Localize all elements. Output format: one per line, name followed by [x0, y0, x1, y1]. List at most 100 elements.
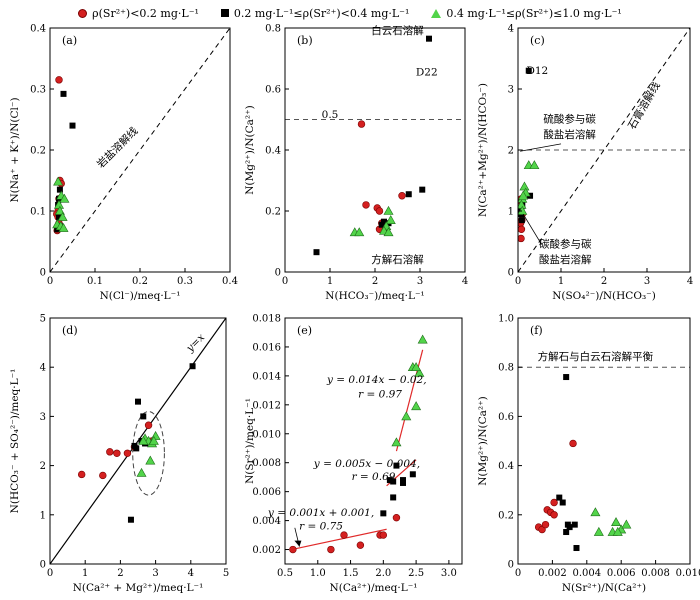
- data-point-triangle: [383, 205, 394, 215]
- x-tick-label: 1.0: [310, 568, 326, 579]
- y-tick-label: 0.008: [252, 458, 281, 469]
- y-tick-label: 1: [40, 510, 46, 521]
- x-tick-label: 0.010: [676, 568, 700, 579]
- annotation: r = 0.69: [352, 471, 396, 483]
- data-point-circle: [550, 498, 558, 507]
- y-tick-label: 0.2: [265, 207, 281, 218]
- legend: ρ(Sr²⁺)<0.2 mg·L⁻¹ 0.2 mg·L⁻¹≤ρ(Sr²⁺)<0.…: [0, 0, 700, 26]
- data-point-triangle: [57, 211, 68, 221]
- x-tick-label: 3: [152, 568, 158, 579]
- annotation: D22: [416, 66, 438, 78]
- data-point-triangle: [385, 215, 396, 224]
- x-tick-label: 2: [372, 276, 378, 287]
- x-tick-label: 2: [601, 276, 607, 287]
- data-point-circle: [113, 449, 121, 457]
- data-point-circle: [123, 449, 132, 457]
- data-point-triangle: [59, 193, 70, 203]
- data-point-square: [566, 524, 573, 531]
- data-point-triangle: [145, 455, 156, 465]
- data-point-triangle: [401, 411, 412, 421]
- data-point-square: [525, 67, 532, 74]
- y-axis-label: N(Mg²⁺)/N(Ca²⁺): [244, 105, 256, 195]
- data-point-square: [69, 122, 76, 129]
- plot-frame: [284, 27, 466, 273]
- data-point-triangle: [411, 362, 422, 372]
- y-tick-label: 0.2: [498, 510, 514, 521]
- legend-item-circle: ρ(Sr²⁺)<0.2 mg·L⁻¹: [78, 7, 199, 20]
- annotation: 白云石溶解: [371, 24, 424, 37]
- data-point-square: [140, 413, 147, 420]
- data-point-triangle: [611, 517, 622, 526]
- y-tick-label: 0.004: [252, 516, 281, 527]
- x-tick-label: 4: [188, 568, 194, 579]
- y-axis-label: N(Mg²⁺)/N(Ca²⁺): [477, 396, 489, 486]
- annotation: r = 0.75: [299, 520, 343, 532]
- callout-leader-line: [522, 213, 542, 245]
- y-tick-label: 4: [40, 363, 46, 374]
- y-tick-label: 0.2: [30, 146, 46, 157]
- plot-area: [518, 366, 690, 552]
- y-tick-label: 1.0: [498, 314, 514, 325]
- x-tick-label: 0: [47, 568, 53, 579]
- y-tick-label: 0: [40, 560, 46, 571]
- x-axis-label: N(SO₄²⁻)/N(HCO₃⁻): [552, 290, 656, 302]
- callout-leader-line: [520, 143, 562, 152]
- annotation: 岩盐溶解线: [94, 124, 141, 171]
- panel-b: 0 1 2 3 4 0 0.2 0.4 0.6 0.8 N(HCO₃⁻)/meq·L⁻¹ N(Mg²⁺…: [244, 24, 468, 303]
- x-tick-label: 0.004: [572, 568, 601, 579]
- plot-frame: [284, 317, 463, 565]
- panel-label: (a): [62, 34, 77, 47]
- y-tick-label: 2: [508, 146, 514, 157]
- annotation: y = 0.005x − 0.004,: [313, 458, 420, 470]
- annotation: 硫酸参与碳: [543, 113, 596, 126]
- data-point-circle: [392, 513, 401, 522]
- data-point-triangle: [518, 190, 529, 200]
- panel-label: (b): [297, 34, 313, 47]
- data-point-triangle: [138, 435, 149, 445]
- annotation: 石膏溶解线: [625, 79, 663, 131]
- data-point-triangle: [529, 160, 540, 170]
- x-tick-label: 0.5: [277, 568, 293, 579]
- x-tick-label: 0: [515, 276, 521, 287]
- panel-label: (f): [530, 324, 543, 337]
- legend-label-square: 0.2 mg·L⁻¹≤ρ(Sr²⁺)<0.4 mg·L⁻¹: [233, 6, 410, 20]
- data-point-triangle: [354, 227, 365, 237]
- x-axis-label: N(Sr²⁺)/N(Ca²⁺): [562, 582, 646, 594]
- data-point-square: [378, 221, 385, 228]
- y-tick-label: 3: [508, 85, 514, 96]
- y-tick-label: 4: [508, 24, 514, 35]
- panel-d: 0 1 2 3 4 5 0 1 2 3 4 5 N(Ca²⁺ + Mg²⁺)/meq·L⁻¹ N(HCO₃…: [9, 314, 229, 595]
- y-axis-label: N(Ca²⁺+Mg²⁺)/N(HCO₃⁻): [477, 83, 489, 217]
- y-tick-label: 0.1: [30, 207, 46, 218]
- y-tick-label: 0.010: [252, 429, 281, 440]
- panel-a: 0 0.1 0.2 0.3 0.4 0 0.1 0.2 0.3 0.4 N(Cl⁻)/meq·L⁻¹…: [9, 24, 238, 303]
- y-tick-label: 0.012: [252, 400, 281, 411]
- annotation: 方解石与白云石溶解平衡: [538, 350, 654, 363]
- data-point-circle: [541, 520, 550, 529]
- data-point-square: [556, 494, 563, 501]
- y-tick-label: 3: [40, 412, 46, 423]
- y-tick-label: 0.016: [252, 342, 281, 353]
- y-tick-label: 0.6: [265, 85, 281, 96]
- data-point-square: [518, 217, 525, 224]
- y-tick-label: 0.002: [252, 545, 281, 556]
- plot-frame: [49, 317, 227, 565]
- data-point-circle: [77, 470, 86, 479]
- x-tick-label: 0: [515, 568, 521, 579]
- data-point-triangle: [417, 334, 428, 344]
- x-tick-label: 0.002: [538, 568, 567, 579]
- data-point-circle: [340, 531, 348, 539]
- x-tick-label: 0: [47, 276, 53, 287]
- data-point-triangle: [391, 437, 402, 447]
- data-point-square: [313, 249, 320, 256]
- plot-area: [518, 28, 690, 272]
- x-tick-label: 0: [282, 276, 288, 287]
- data-point-square: [133, 445, 140, 452]
- data-point-square: [56, 214, 62, 221]
- data-point-circle: [289, 545, 297, 554]
- y-tick-label: 0.4: [265, 146, 281, 157]
- annotation: 酸盐岩溶解: [539, 253, 592, 266]
- data-point-square: [390, 494, 397, 501]
- plot-area: [50, 28, 230, 272]
- x-tick-label: 2.0: [375, 568, 391, 579]
